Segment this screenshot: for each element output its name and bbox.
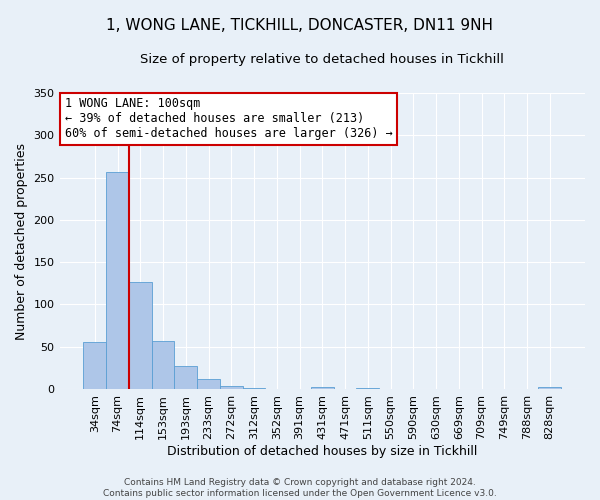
Text: 1, WONG LANE, TICKHILL, DONCASTER, DN11 9NH: 1, WONG LANE, TICKHILL, DONCASTER, DN11 … bbox=[107, 18, 493, 32]
Bar bbox=[83, 342, 106, 389]
Bar bbox=[152, 341, 175, 389]
Text: 1 WONG LANE: 100sqm
← 39% of detached houses are smaller (213)
60% of semi-detac: 1 WONG LANE: 100sqm ← 39% of detached ho… bbox=[65, 98, 392, 140]
Bar bbox=[106, 172, 129, 389]
Bar bbox=[242, 388, 265, 389]
Bar bbox=[220, 386, 242, 389]
Bar bbox=[356, 388, 379, 389]
Title: Size of property relative to detached houses in Tickhill: Size of property relative to detached ho… bbox=[140, 52, 504, 66]
Bar bbox=[175, 366, 197, 389]
Bar bbox=[538, 388, 561, 389]
Bar bbox=[311, 388, 334, 389]
Text: Contains HM Land Registry data © Crown copyright and database right 2024.
Contai: Contains HM Land Registry data © Crown c… bbox=[103, 478, 497, 498]
Bar bbox=[197, 379, 220, 389]
X-axis label: Distribution of detached houses by size in Tickhill: Distribution of detached houses by size … bbox=[167, 444, 478, 458]
Y-axis label: Number of detached properties: Number of detached properties bbox=[15, 142, 28, 340]
Bar bbox=[129, 282, 152, 389]
